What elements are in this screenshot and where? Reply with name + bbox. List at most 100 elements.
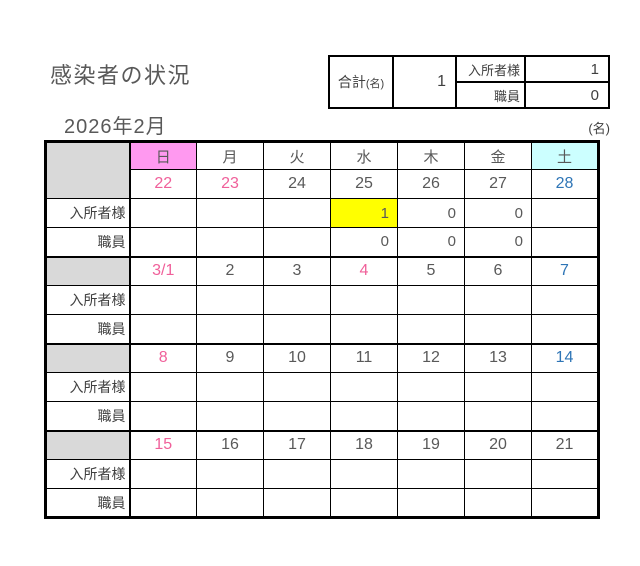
resident-count-cell-highlighted[interactable]: 1 bbox=[330, 198, 398, 228]
staff-count-cell[interactable] bbox=[397, 314, 465, 344]
staff-count-cell[interactable] bbox=[531, 227, 599, 257]
summary-total-unit: (名) bbox=[365, 78, 385, 90]
resident-count-cell[interactable]: 0 bbox=[397, 198, 465, 228]
resident-count-cell[interactable] bbox=[464, 372, 532, 402]
resident-count-cell[interactable] bbox=[129, 459, 197, 489]
residents-row: 入所者様 bbox=[45, 285, 599, 315]
date-cell: 11 bbox=[330, 342, 398, 373]
weekday-friday: 金 bbox=[464, 141, 532, 170]
date-cell: 4 bbox=[330, 255, 398, 286]
staff-count-cell[interactable] bbox=[196, 488, 264, 518]
date-row: 22 23 24 25 26 27 28 bbox=[46, 169, 599, 199]
staff-count-cell[interactable] bbox=[129, 488, 197, 518]
staff-count-cell[interactable]: 0 bbox=[464, 227, 532, 257]
resident-count-cell[interactable] bbox=[531, 285, 599, 315]
weekday-saturday: 土 bbox=[531, 141, 599, 170]
resident-count-cell[interactable] bbox=[397, 459, 465, 489]
resident-count-cell[interactable] bbox=[129, 285, 197, 315]
weekday-thursday: 木 bbox=[397, 141, 465, 170]
staff-count-cell[interactable] bbox=[464, 488, 532, 518]
resident-count-cell[interactable] bbox=[263, 285, 331, 315]
staff-count-cell[interactable] bbox=[464, 401, 532, 431]
staff-count-cell[interactable] bbox=[263, 227, 331, 257]
summary-total-value: 1 bbox=[392, 55, 457, 109]
resident-count-cell[interactable] bbox=[330, 372, 398, 402]
date-cell: 13 bbox=[464, 342, 532, 373]
date-cell: 22 bbox=[129, 169, 197, 199]
staff-count-cell[interactable] bbox=[129, 401, 197, 431]
staff-count-cell[interactable] bbox=[397, 401, 465, 431]
date-cell: 12 bbox=[397, 342, 465, 373]
staff-count-cell[interactable] bbox=[196, 227, 264, 257]
residents-row-label: 入所者様 bbox=[45, 285, 131, 315]
resident-count-cell[interactable] bbox=[397, 285, 465, 315]
staff-count-cell[interactable] bbox=[464, 314, 532, 344]
staff-row-label: 職員 bbox=[45, 314, 131, 344]
staff-count-cell[interactable] bbox=[330, 488, 398, 518]
date-cell: 10 bbox=[263, 342, 331, 373]
resident-count-cell[interactable] bbox=[330, 459, 398, 489]
weekday-monday: 月 bbox=[196, 141, 264, 170]
resident-count-cell[interactable] bbox=[196, 198, 264, 228]
staff-row: 職員 0 0 0 bbox=[45, 227, 599, 257]
date-cell: 24 bbox=[263, 169, 331, 199]
staff-count-cell[interactable] bbox=[531, 488, 599, 518]
staff-count-cell[interactable] bbox=[531, 314, 599, 344]
staff-count-cell[interactable] bbox=[263, 314, 331, 344]
calendar-table: 日 月 火 水 木 金 土 22 23 24 25 26 27 28 入所者様 … bbox=[44, 140, 600, 519]
resident-count-cell[interactable] bbox=[531, 372, 599, 402]
date-cell: 17 bbox=[263, 429, 331, 460]
staff-row-label: 職員 bbox=[45, 488, 131, 518]
resident-count-cell[interactable] bbox=[263, 198, 331, 228]
summary-residents-label: 入所者様 bbox=[455, 55, 526, 83]
staff-row: 職員 bbox=[45, 401, 599, 431]
summary-residents-value: 1 bbox=[524, 55, 610, 83]
staff-count-cell[interactable] bbox=[330, 314, 398, 344]
staff-count-cell[interactable] bbox=[129, 314, 197, 344]
staff-count-cell[interactable] bbox=[263, 488, 331, 518]
resident-count-cell[interactable]: 0 bbox=[464, 198, 532, 228]
resident-count-cell[interactable] bbox=[531, 198, 599, 228]
resident-count-cell[interactable] bbox=[196, 459, 264, 489]
staff-count-cell[interactable] bbox=[330, 401, 398, 431]
residents-row: 入所者様 1 0 0 bbox=[45, 198, 599, 228]
resident-count-cell[interactable] bbox=[263, 459, 331, 489]
date-cell: 28 bbox=[531, 169, 599, 199]
resident-count-cell[interactable] bbox=[464, 285, 532, 315]
date-cell: 20 bbox=[464, 429, 532, 460]
summary-staff-value: 0 bbox=[524, 81, 610, 109]
staff-row: 職員 bbox=[45, 488, 599, 518]
summary-total-label-text: 合計 bbox=[337, 74, 366, 90]
weekday-tuesday: 火 bbox=[263, 141, 331, 170]
week-spacer-cell bbox=[45, 255, 131, 286]
resident-count-cell[interactable] bbox=[129, 372, 197, 402]
date-cell: 5 bbox=[397, 255, 465, 286]
month-label: 2026年2月 bbox=[64, 116, 167, 138]
residents-row: 入所者様 bbox=[45, 372, 599, 402]
resident-count-cell[interactable] bbox=[330, 285, 398, 315]
resident-count-cell[interactable] bbox=[196, 372, 264, 402]
resident-count-cell[interactable] bbox=[397, 372, 465, 402]
date-cell: 19 bbox=[397, 429, 465, 460]
resident-count-cell[interactable] bbox=[196, 285, 264, 315]
date-cell: 8 bbox=[129, 342, 197, 373]
staff-count-cell[interactable]: 0 bbox=[397, 227, 465, 257]
resident-count-cell[interactable] bbox=[464, 459, 532, 489]
weekday-header-row: 日 月 火 水 木 金 土 bbox=[45, 141, 599, 199]
resident-count-cell[interactable] bbox=[129, 198, 197, 228]
staff-count-cell[interactable] bbox=[397, 488, 465, 518]
staff-count-cell[interactable] bbox=[196, 401, 264, 431]
residents-row: 入所者様 bbox=[45, 459, 599, 489]
resident-count-cell[interactable] bbox=[263, 372, 331, 402]
staff-count-cell[interactable] bbox=[531, 401, 599, 431]
date-cell: 26 bbox=[397, 169, 465, 199]
staff-row-label: 職員 bbox=[45, 401, 131, 431]
staff-count-cell[interactable] bbox=[196, 314, 264, 344]
staff-count-cell[interactable] bbox=[129, 227, 197, 257]
staff-count-cell[interactable] bbox=[263, 401, 331, 431]
date-row: 15 16 17 18 19 20 21 bbox=[45, 429, 599, 460]
resident-count-cell[interactable] bbox=[531, 459, 599, 489]
date-cell: 25 bbox=[330, 169, 398, 199]
staff-count-cell[interactable]: 0 bbox=[330, 227, 398, 257]
